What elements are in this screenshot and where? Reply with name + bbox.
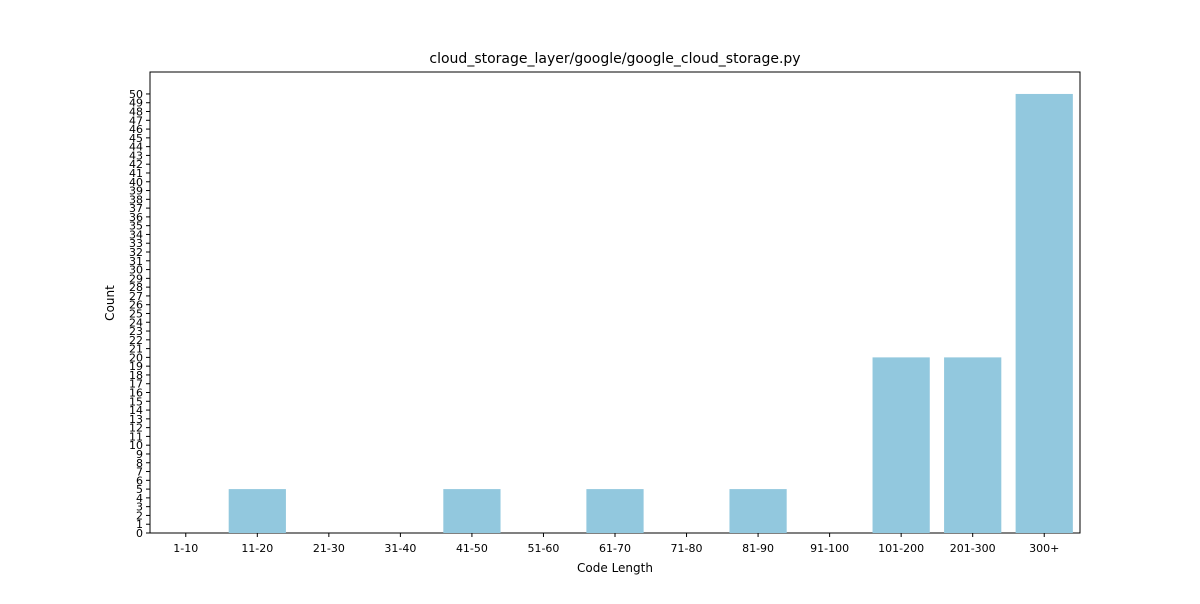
y-tick-label: 22 xyxy=(129,334,143,347)
bar-11-20 xyxy=(228,489,286,533)
y-tick-label: 34 xyxy=(129,228,143,241)
y-tick-label: 50 xyxy=(129,88,143,101)
x-tick-label: 71-80 xyxy=(671,542,703,555)
y-tick-label: 30 xyxy=(129,264,143,277)
x-axis-label: Code Length xyxy=(577,561,653,575)
y-tick-label: 49 xyxy=(129,97,143,110)
bar-201-300 xyxy=(944,357,1002,533)
y-tick-label: 20 xyxy=(129,351,143,364)
y-tick-label: 35 xyxy=(129,220,143,233)
y-tick-label: 45 xyxy=(129,132,143,145)
y-tick-label: 38 xyxy=(129,193,143,206)
y-tick-label: 25 xyxy=(129,307,143,320)
x-axis-ticks: 1-10 11-20 21-30 31-40 41-50 51-60 61-70 71-80 8… xyxy=(173,533,1059,555)
plot-area xyxy=(149,71,1081,534)
chart-title: cloud_storage_layer/google/google_cloud_… xyxy=(429,51,800,67)
y-tick-label: 15 xyxy=(129,395,143,408)
y-tick-label: 29 xyxy=(129,272,143,285)
y-tick-label: 0 xyxy=(136,527,143,540)
y-tick-label: 4 xyxy=(136,492,143,505)
x-tick-label: 31-40 xyxy=(384,542,416,555)
x-tick-label: 81-90 xyxy=(742,542,774,555)
y-axis-ticks: 0123456789101112131415161718192021222324… xyxy=(129,88,150,540)
y-tick-label: 40 xyxy=(129,176,143,189)
y-tick-label: 36 xyxy=(129,211,143,224)
y-tick-label: 5 xyxy=(136,483,143,496)
x-tick-label: 41-50 xyxy=(456,542,488,555)
y-tick-label: 26 xyxy=(129,299,143,312)
bars-group xyxy=(228,93,1073,533)
y-tick-label: 21 xyxy=(129,343,143,356)
y-tick-label: 16 xyxy=(129,387,143,400)
y-tick-label: 23 xyxy=(129,325,143,338)
y-tick-label: 18 xyxy=(129,369,143,382)
y-tick-label: 13 xyxy=(129,413,143,426)
x-tick-label: 11-20 xyxy=(241,542,273,555)
y-tick-label: 46 xyxy=(129,123,143,136)
y-tick-label: 2 xyxy=(136,509,143,522)
y-tick-label: 27 xyxy=(129,290,143,303)
bar-81-90 xyxy=(729,489,787,533)
x-tick-label: 51-60 xyxy=(527,542,559,555)
bar-300+ xyxy=(1015,93,1073,533)
y-tick-label: 33 xyxy=(129,237,143,250)
bar-101-200 xyxy=(872,357,930,533)
bar-41-50 xyxy=(443,489,501,533)
y-tick-label: 8 xyxy=(136,457,143,470)
x-tick-label: 300+ xyxy=(1029,542,1059,555)
y-tick-label: 37 xyxy=(129,202,143,215)
x-tick-label: 101-200 xyxy=(878,542,924,555)
x-tick-label: 1-10 xyxy=(173,542,198,555)
y-tick-label: 11 xyxy=(129,430,143,443)
y-tick-label: 41 xyxy=(129,167,143,180)
x-tick-label: 201-300 xyxy=(950,542,996,555)
y-tick-label: 39 xyxy=(129,185,143,198)
y-tick-label: 7 xyxy=(136,466,143,479)
y-tick-label: 48 xyxy=(129,106,143,119)
x-tick-label: 21-30 xyxy=(313,542,345,555)
y-tick-label: 31 xyxy=(129,255,143,268)
y-tick-label: 10 xyxy=(129,439,143,452)
y-tick-label: 43 xyxy=(129,149,143,162)
y-tick-label: 24 xyxy=(129,316,143,329)
y-tick-label: 44 xyxy=(129,141,143,154)
y-tick-label: 28 xyxy=(129,281,143,294)
y-tick-label: 47 xyxy=(129,114,143,127)
plot-frame xyxy=(149,71,1081,534)
bar-61-70 xyxy=(586,489,644,533)
y-tick-label: 9 xyxy=(136,448,143,461)
y-tick-label: 42 xyxy=(129,158,143,171)
y-tick-label: 32 xyxy=(129,246,143,259)
y-tick-label: 14 xyxy=(129,404,143,417)
y-tick-label: 1 xyxy=(136,518,143,531)
y-tick-label: 19 xyxy=(129,360,143,373)
y-tick-label: 6 xyxy=(136,474,143,487)
y-tick-label: 17 xyxy=(129,378,143,391)
y-axis-label: Count xyxy=(103,285,117,321)
x-tick-label: 91-100 xyxy=(810,542,849,555)
y-tick-label: 12 xyxy=(129,422,143,435)
y-tick-label: 3 xyxy=(136,501,143,514)
x-tick-label: 61-70 xyxy=(599,542,631,555)
